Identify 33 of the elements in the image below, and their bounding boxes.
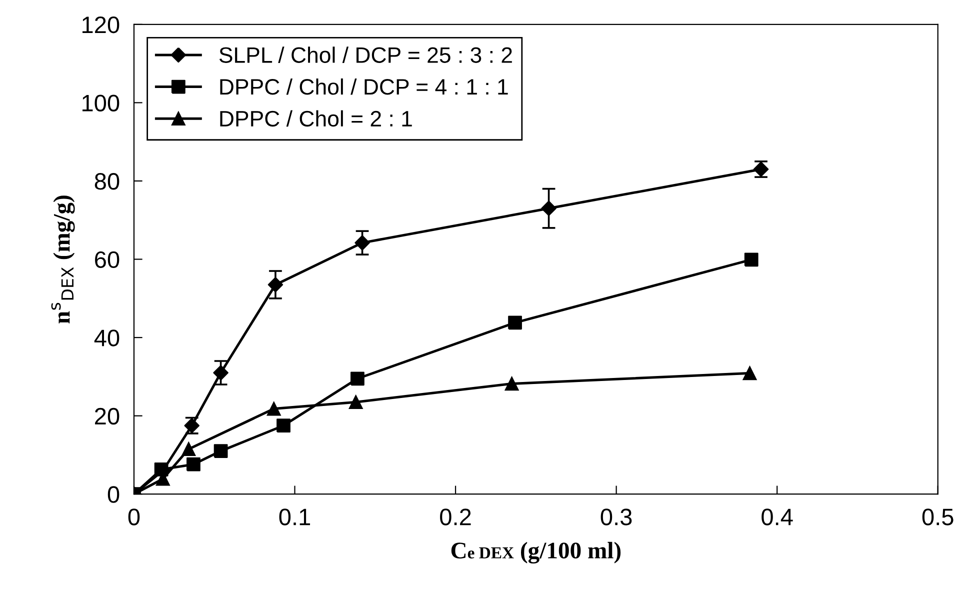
y-tick-label: 100 bbox=[82, 94, 120, 112]
x-tick-label: 0.3 bbox=[600, 508, 632, 526]
point bbox=[182, 442, 196, 456]
x-tick-label: 0.4 bbox=[762, 508, 793, 526]
x-tick-label: 0 bbox=[128, 508, 140, 526]
legend-label: SLPL / Chol / DCP = 25 : 3 : 2 bbox=[219, 46, 512, 63]
point bbox=[504, 376, 519, 391]
y-axis-title: n$^{s}$$_{DEX}$ (mg/g) bbox=[51, 196, 75, 324]
point bbox=[354, 235, 370, 250]
point bbox=[266, 402, 281, 416]
y-tick-label: 60 bbox=[95, 251, 120, 268]
point bbox=[276, 418, 290, 433]
point bbox=[214, 444, 228, 458]
y-tick-label: 120 bbox=[82, 16, 120, 34]
y-tick-label: 40 bbox=[94, 330, 120, 346]
point bbox=[742, 366, 757, 380]
x-tick-label: 0.1 bbox=[279, 508, 310, 526]
point bbox=[213, 365, 228, 380]
point bbox=[350, 372, 364, 386]
point bbox=[541, 200, 556, 216]
y-tick-label: 20 bbox=[95, 408, 120, 425]
x-axis-title: Ce DEX (g/100 ml) bbox=[451, 542, 621, 564]
point bbox=[268, 277, 284, 292]
y-tick-label: 80 bbox=[94, 173, 120, 190]
point bbox=[508, 316, 522, 330]
legend-label: DPPC / Chol = 2 : 1 bbox=[220, 110, 412, 127]
y-tick-label: 0 bbox=[108, 486, 120, 503]
point bbox=[744, 252, 758, 267]
point bbox=[186, 457, 200, 472]
x-tick-label: 0.2 bbox=[440, 508, 471, 526]
legend-label: DPPC / Chol / DCP = 4 : 1 : 1 bbox=[220, 78, 508, 95]
x-tick-label: 0.5 bbox=[922, 508, 954, 526]
point bbox=[348, 395, 363, 410]
